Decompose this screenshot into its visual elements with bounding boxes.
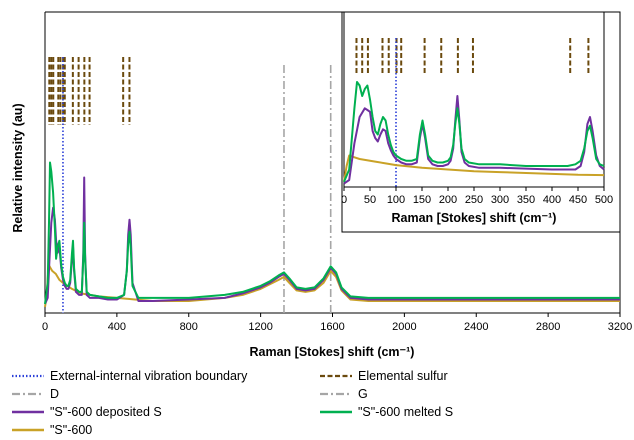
- main-y-axis-title: Relative intensity (au): [11, 103, 25, 232]
- x-tick-label: 400: [543, 194, 561, 206]
- x-tick-label: 0: [42, 321, 48, 333]
- legend-label: "S"-600 deposited S: [50, 405, 162, 419]
- x-tick-label: 2400: [464, 321, 488, 333]
- x-tick-label: 1600: [320, 321, 344, 333]
- legend-label: G: [358, 387, 368, 401]
- legend-label: External-internal vibration boundary: [50, 369, 248, 383]
- x-tick-label: 0: [341, 194, 347, 206]
- legend-label: "S"-600: [50, 423, 92, 437]
- x-tick-label: 2000: [392, 321, 416, 333]
- x-tick-label: 2800: [536, 321, 560, 333]
- x-tick-label: 500: [595, 194, 613, 206]
- x-tick-label: 350: [517, 194, 535, 206]
- x-tick-label: 150: [413, 194, 431, 206]
- series-line-s-600-melted-s: [343, 81, 605, 183]
- series-line-s-600-melted-s: [44, 161, 620, 305]
- main-x-axis-title: Raman [Stokes] shift (cm⁻¹): [250, 345, 415, 359]
- inset-plot: 0 50 100 150 200 250 300 350 400 450 500 Raman [St…: [341, 11, 621, 233]
- x-tick-label: 1200: [248, 321, 272, 333]
- legend-label: D: [50, 387, 59, 401]
- series-line-s-600: [44, 263, 620, 308]
- x-tick-label: 250: [465, 194, 483, 206]
- series-line-s-600-deposited-s: [343, 95, 605, 185]
- inset-x-axis-title: Raman [Stokes] shift (cm⁻¹): [392, 211, 557, 225]
- legend-label: Elemental sulfur: [358, 369, 448, 383]
- legend: External-internal vibration boundary Elem…: [12, 369, 453, 437]
- x-tick-label: 3200: [608, 321, 632, 333]
- main-plot: 0 400 800 1200 1600 2000 2400 2800 3200: [42, 11, 632, 333]
- x-tick-label: 450: [569, 194, 587, 206]
- x-tick-label: 50: [364, 194, 376, 206]
- x-tick-label: 400: [108, 321, 126, 333]
- x-tick-label: 100: [387, 194, 405, 206]
- x-tick-label: 200: [439, 194, 457, 206]
- x-tick-label: 800: [180, 321, 198, 333]
- x-tick-label: 300: [491, 194, 509, 206]
- legend-label: "S"-600 melted S: [358, 405, 453, 419]
